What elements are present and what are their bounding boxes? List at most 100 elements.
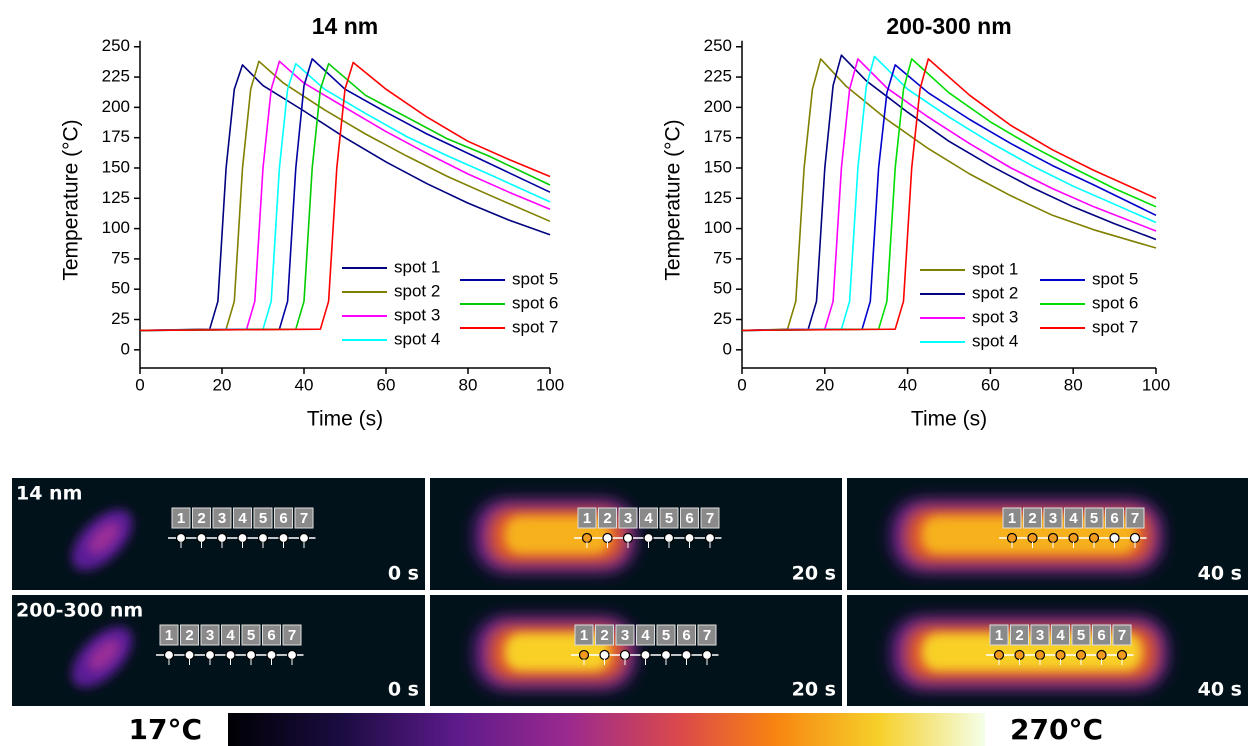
spot-number: 2 [600, 627, 608, 644]
series-line [742, 57, 1156, 331]
spot-number: 3 [206, 627, 214, 644]
x-tick-label: 80 [1064, 375, 1083, 394]
x-tick-label: 40 [898, 375, 917, 394]
legend-label: spot 7 [512, 317, 558, 336]
time-label: 0 s [388, 563, 419, 585]
spot-marker [279, 534, 288, 543]
time-label: 0 s [388, 679, 419, 701]
spot-marker [1110, 534, 1119, 543]
spot-number: 7 [1118, 627, 1126, 644]
spot-number: 7 [706, 510, 714, 527]
y-tick-label: 175 [102, 127, 130, 146]
chart-title: 200-300 nm [886, 13, 1011, 39]
spot-number: 2 [603, 510, 611, 527]
x-axis-title: Time (s) [307, 408, 383, 431]
spot-number: 6 [279, 510, 287, 527]
spot-number: 7 [300, 510, 308, 527]
x-tick-label: 20 [213, 375, 232, 394]
spot-marker [197, 534, 206, 543]
spot-marker [218, 534, 227, 543]
spot-marker [1008, 534, 1017, 543]
time-label: 20 s [792, 563, 836, 585]
series-line [140, 64, 550, 331]
spot-number: 4 [226, 627, 235, 644]
spot-marker [1056, 651, 1065, 660]
spot-marker [226, 651, 235, 660]
figure: 17°C 270°C 02550751001251501752002252500… [0, 0, 1248, 746]
spot-number: 1 [580, 627, 588, 644]
series-line [742, 55, 1156, 330]
x-axis-title: Time (s) [911, 408, 987, 431]
spot-number: 7 [1131, 510, 1139, 527]
legend-label: spot 1 [394, 257, 440, 276]
spot-marker [238, 534, 247, 543]
y-tick-label: 250 [102, 36, 130, 55]
spot-marker [165, 651, 174, 660]
x-tick-label: 100 [536, 375, 564, 394]
spot-marker [247, 651, 256, 660]
spot-number: 5 [665, 510, 673, 527]
y-axis-title: Temperature (°C) [60, 119, 83, 280]
legend-label: spot 4 [972, 331, 1018, 350]
spot-number: 2 [197, 510, 205, 527]
spot-number: 1 [583, 510, 591, 527]
spot-number: 5 [662, 627, 670, 644]
spot-number: 4 [641, 627, 650, 644]
spot-marker [682, 651, 691, 660]
x-tick-label: 0 [135, 375, 144, 394]
chart-title: 14 nm [312, 13, 378, 39]
y-tick-label: 75 [713, 248, 732, 267]
series-line [742, 65, 1156, 331]
legend-label: spot 7 [1092, 317, 1138, 336]
row-label: 14 nm [16, 483, 82, 505]
spot-marker [1015, 651, 1024, 660]
spot-marker [624, 534, 633, 543]
spot-number: 6 [267, 627, 275, 644]
time-label: 40 s [1198, 563, 1242, 585]
y-axis-title: Temperature (°C) [662, 119, 685, 280]
spot-number: 5 [259, 510, 267, 527]
spot-number: 4 [644, 510, 653, 527]
spot-number: 5 [1090, 510, 1098, 527]
spot-marker [665, 534, 674, 543]
spot-number: 1 [165, 627, 173, 644]
spot-number: 3 [624, 510, 632, 527]
y-tick-label: 175 [704, 127, 732, 146]
spot-marker [583, 534, 592, 543]
legend-label: spot 6 [1092, 293, 1138, 312]
y-tick-label: 0 [121, 339, 130, 358]
x-tick-label: 40 [295, 375, 314, 394]
y-tick-label: 200 [102, 97, 130, 116]
legend-label: spot 4 [394, 329, 440, 348]
spot-number: 5 [1077, 627, 1085, 644]
spot-marker [644, 534, 653, 543]
y-tick-label: 225 [102, 67, 130, 86]
x-tick-label: 20 [815, 375, 834, 394]
spot-marker [288, 651, 297, 660]
y-tick-label: 25 [713, 309, 732, 328]
legend-label: spot 3 [394, 305, 440, 324]
y-tick-label: 150 [102, 157, 130, 176]
spot-number: 2 [1015, 627, 1023, 644]
legend-label: spot 3 [972, 307, 1018, 326]
spot-number: 2 [1028, 510, 1036, 527]
y-tick-label: 250 [704, 36, 732, 55]
spot-marker [641, 651, 650, 660]
x-tick-label: 60 [981, 375, 1000, 394]
y-tick-label: 200 [704, 97, 732, 116]
spot-marker [1028, 534, 1037, 543]
spot-marker [185, 651, 194, 660]
y-tick-label: 225 [704, 67, 732, 86]
spot-marker [177, 534, 186, 543]
x-tick-label: 60 [377, 375, 396, 394]
legend-label: spot 6 [512, 293, 558, 312]
spot-number: 2 [185, 627, 193, 644]
spot-marker [300, 534, 309, 543]
series-line [140, 63, 550, 331]
colorbar-max: 270°C [1010, 713, 1103, 746]
thermal-panel: 40 s1234567 [847, 595, 1248, 706]
row-label: 200-300 nm [16, 600, 143, 622]
